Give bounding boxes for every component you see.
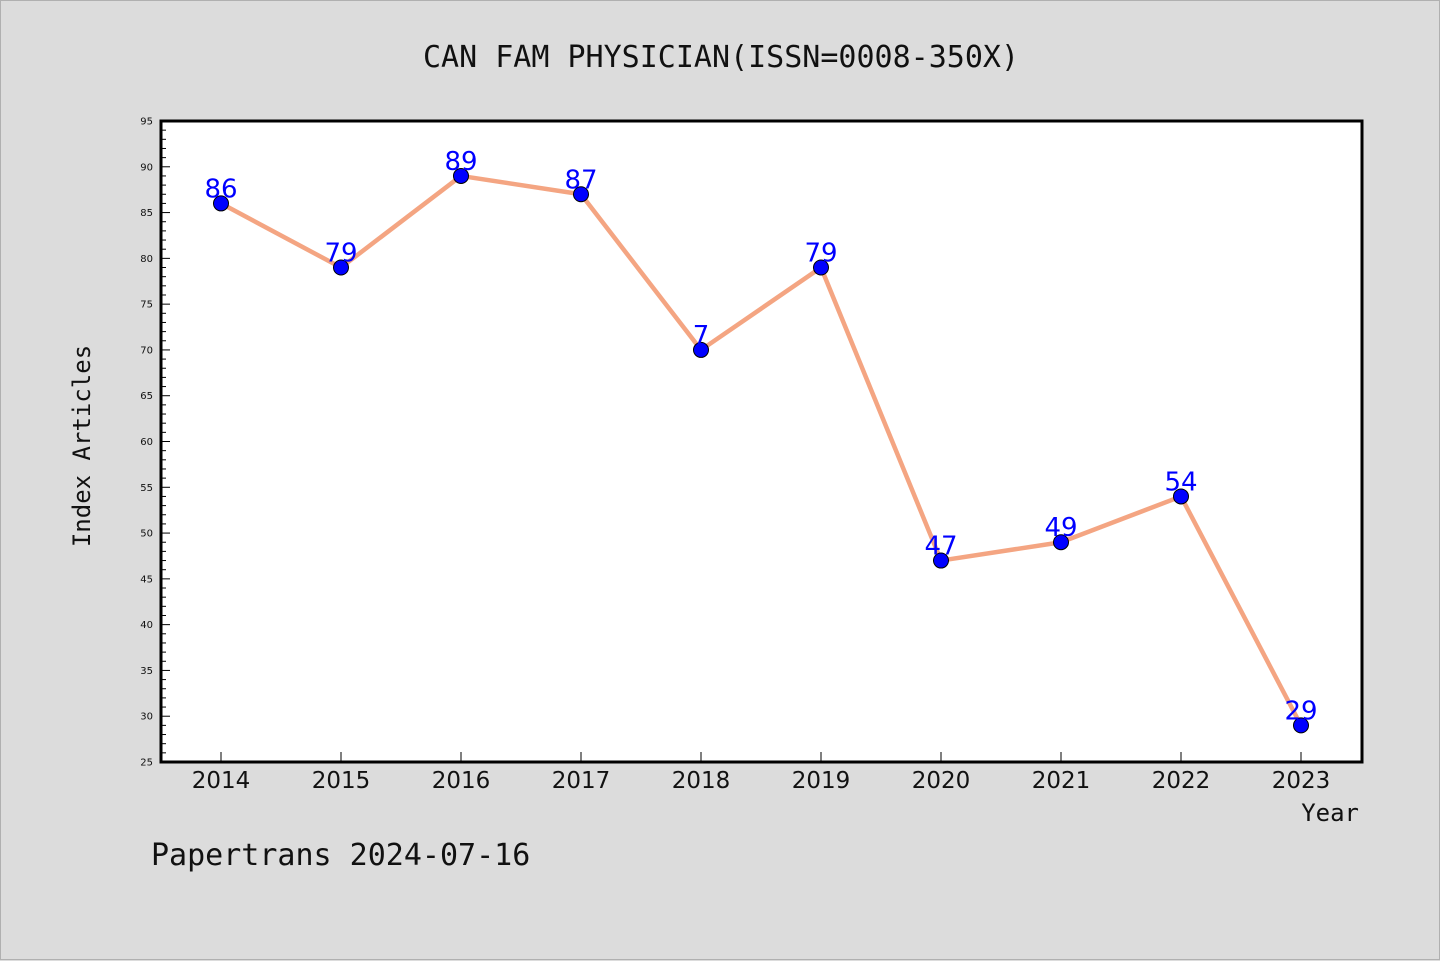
data-label: 79: [324, 239, 357, 269]
series-line: [218, 173, 1304, 728]
x-tick-label: 2019: [792, 768, 851, 794]
x-tick-label: 2023: [1272, 768, 1331, 794]
series-line-layer: [218, 173, 1304, 728]
x-tick-label: 2018: [672, 768, 731, 794]
y-tick-label: 65: [140, 391, 153, 402]
data-label: 47: [924, 532, 957, 562]
data-point: [1173, 488, 1189, 505]
x-tick-label: 2014: [192, 768, 251, 794]
x-tick-label: 2015: [312, 768, 371, 794]
y-tick-label: 70: [140, 345, 153, 356]
y-tick-label: 55: [140, 483, 153, 494]
data-label: 89: [444, 147, 477, 177]
y-tick-label: 35: [140, 666, 153, 677]
data-point: [933, 552, 949, 569]
data-point: [453, 167, 469, 184]
x-axis-label: Year: [1301, 799, 1359, 827]
data-label: 87: [564, 165, 597, 195]
data-label: 86: [204, 174, 237, 204]
footer-watermark: Papertrans 2024-07-16: [151, 838, 530, 873]
x-tick-label: 2016: [432, 768, 491, 794]
data-point: [1053, 534, 1069, 551]
y-tick-label: 25: [140, 758, 153, 769]
y-tick-label: 95: [140, 117, 153, 128]
data-label: 54: [1164, 467, 1197, 497]
y-tick-label: 50: [140, 529, 153, 540]
y-tick-label: 60: [140, 437, 153, 448]
data-labels-layer: 86 79 89 87 7 79 47 49 54 29: [204, 147, 1317, 726]
y-axis-label: Index Articles: [68, 345, 96, 547]
data-label: 79: [804, 239, 837, 269]
x-tick-label: 2020: [912, 768, 971, 794]
y-tick-label: 75: [140, 300, 153, 311]
y-tick-label: 40: [140, 620, 153, 631]
data-point: [693, 341, 709, 358]
data-label: 7: [693, 321, 710, 351]
x-tick-label: 2017: [552, 768, 611, 794]
data-points-layer: [213, 167, 1309, 734]
data-point: [333, 259, 349, 276]
y-tick-label: 80: [140, 254, 153, 265]
x-tick-label: 2021: [1032, 768, 1091, 794]
data-point: [213, 195, 229, 212]
data-point: [813, 259, 829, 276]
x-tick-label: 2022: [1152, 768, 1211, 794]
ticks-layer: 25 30 35 40 45 50 55 60 65 70 75 80 85 90 95 2014 2015 20…: [140, 117, 1330, 795]
y-tick-label: 85: [140, 208, 153, 219]
data-label: 29: [1284, 696, 1317, 726]
y-tick-label: 45: [140, 574, 153, 585]
data-label: 49: [1044, 513, 1077, 543]
y-tick-label: 30: [140, 712, 153, 723]
plot-area: [161, 121, 1362, 762]
plot-frame: [159, 119, 1364, 764]
data-point: [1293, 717, 1309, 734]
chart-title: CAN FAM PHYSICIAN(ISSN=0008-350X): [423, 40, 1019, 75]
data-point: [573, 186, 589, 203]
y-tick-label: 90: [140, 162, 153, 173]
